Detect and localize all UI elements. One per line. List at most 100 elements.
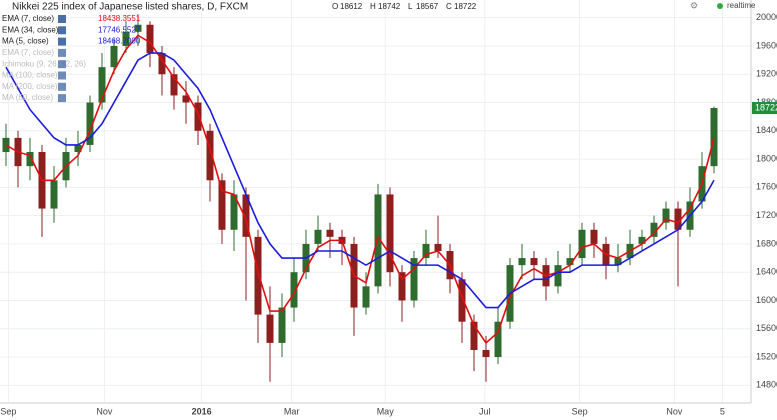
y-tick-label: 17600 — [756, 182, 777, 192]
quote-value: 18567 — [416, 2, 439, 11]
header-bg — [0, 0, 250, 13]
y-tick-label: 16000 — [756, 295, 777, 305]
quote-key: H — [370, 2, 376, 11]
y-tick-label: 18800 — [756, 97, 777, 107]
x-tick-label: 5 — [720, 406, 725, 416]
indicator-value: 18438.3551 — [98, 14, 141, 23]
x-tick-label: Mar — [284, 406, 300, 416]
quote-value: 18742 — [378, 2, 401, 11]
x-tick-label: Sep — [0, 406, 16, 416]
indicator-icon — [58, 48, 66, 57]
candle-body — [326, 229, 334, 237]
candle-body — [530, 258, 538, 266]
candle-body — [518, 258, 526, 266]
last-price-box — [752, 102, 777, 115]
status: realtime — [727, 1, 756, 10]
quote-value: 18722 — [454, 2, 477, 11]
indicator-name: MA (5, close) — [2, 37, 49, 46]
candle-body — [554, 265, 562, 287]
hidden-indicator-name: MA (200, close) — [2, 82, 58, 91]
candle-body — [638, 236, 646, 244]
hidden-indicator-name: EMA (7, close) — [2, 48, 54, 57]
indicator-line — [5, 34, 715, 345]
candle-body — [50, 180, 58, 209]
candle-body — [218, 180, 226, 230]
candle-body — [470, 321, 478, 350]
indicator-line — [5, 52, 715, 309]
candle-body — [230, 194, 238, 230]
indicator-icon — [58, 94, 66, 103]
candle-body — [290, 272, 298, 308]
candle-body — [242, 194, 250, 237]
y-tick-label: 16800 — [756, 238, 777, 248]
indicator-value: 18468.7000 — [98, 37, 141, 46]
y-tick-label: 15600 — [756, 323, 777, 333]
candle-body — [266, 314, 274, 343]
header: Nikkei 225 index of Japanese listed shar… — [0, 0, 477, 102]
title: Nikkei 225 index of Japanese listed shar… — [12, 2, 248, 13]
candle-body — [362, 286, 370, 308]
y-tick-label: 20000 — [756, 12, 777, 22]
x-tick-label: Jul — [479, 406, 491, 416]
quote-key: C — [446, 2, 452, 11]
candle-body — [110, 45, 118, 68]
x-tick-label: Sep — [572, 406, 588, 416]
candle-body — [398, 272, 406, 301]
candle-body — [314, 229, 322, 244]
grid — [0, 0, 751, 403]
y-tick-label: 18400 — [756, 125, 777, 135]
candle-body — [134, 24, 142, 32]
y-tick-label: 17200 — [756, 210, 777, 220]
candle-body — [278, 307, 286, 343]
hidden-indicator-name: MA (50, close) — [2, 93, 53, 102]
indicator-icon — [58, 60, 66, 69]
quote-key: O — [332, 2, 338, 11]
candle-body — [374, 194, 382, 287]
indicator-icon — [58, 15, 66, 23]
settings-icon[interactable]: ⚙ — [690, 0, 698, 10]
candle-body — [74, 144, 82, 153]
indicator-icon — [58, 71, 66, 80]
candle-body — [206, 130, 214, 181]
candle-body — [146, 24, 154, 54]
candle-body — [434, 243, 442, 251]
y-tick-label: 19600 — [756, 40, 777, 50]
candle-body — [590, 229, 598, 244]
plot — [2, 14, 718, 382]
y-tick-label: 18000 — [756, 153, 777, 163]
candle-body — [410, 258, 418, 301]
candle-body — [422, 243, 430, 259]
candle-body — [578, 229, 586, 259]
x-tick-label: Nov — [96, 406, 113, 416]
quote-key: L — [408, 2, 413, 11]
candle-body — [662, 208, 670, 223]
candle-body — [482, 349, 490, 358]
candle-body — [614, 258, 622, 266]
indicator-icon — [58, 26, 66, 35]
candle-body — [182, 95, 190, 103]
candle-body — [710, 108, 718, 167]
y-tick-label: 19200 — [756, 69, 777, 79]
last-price-label: 18722 — [755, 102, 777, 112]
candle-body — [386, 194, 394, 273]
hidden-indicator-name: Ichimoku (9, 26, 52, 26) — [2, 59, 86, 68]
candle-body — [26, 152, 34, 167]
candle-body — [674, 208, 682, 230]
y-tick-label: 16400 — [756, 267, 777, 277]
candle-body — [86, 102, 94, 145]
x-tick-label: Nov — [666, 406, 683, 416]
indicator-name: EMA (7, close) — [2, 14, 54, 23]
y-tick-label: 14800 — [756, 380, 777, 390]
indicator-name: EMA (34, close) — [2, 25, 59, 34]
candle-body — [98, 67, 106, 103]
labels: 14800 15200 15600 16000 16400 16800 17200 17600… — [0, 12, 777, 416]
candle-body — [158, 53, 166, 75]
x-tick-label: May — [377, 406, 395, 416]
candle-body — [566, 258, 574, 266]
x-tick-label: 2016 — [192, 406, 212, 416]
candle-body — [122, 31, 130, 46]
candle-body — [650, 222, 658, 237]
y-tick-label: 15200 — [756, 351, 777, 361]
indicator-value: 17746.5527 — [98, 25, 141, 34]
